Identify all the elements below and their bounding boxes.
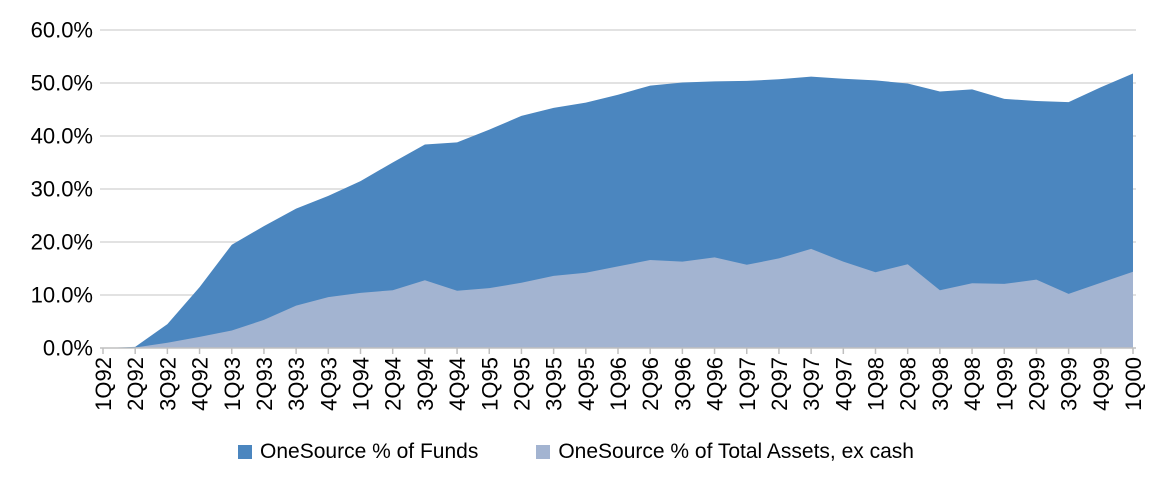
x-axis-label: 4Q98 <box>960 357 985 411</box>
y-axis-label: 0.0% <box>43 336 93 361</box>
x-axis-label: 1Q99 <box>992 357 1017 411</box>
x-axis-label: 1Q95 <box>477 357 502 411</box>
x-axis-label: 1Q98 <box>864 357 889 411</box>
x-axis-label: 1Q93 <box>220 357 245 411</box>
x-axis-label: 4Q95 <box>574 357 599 411</box>
x-axis-label: 2Q97 <box>767 357 792 411</box>
y-axis-label: 60.0% <box>31 18 93 43</box>
y-axis-label: 20.0% <box>31 230 93 255</box>
legend-item-funds: OneSource % of Funds <box>238 440 478 464</box>
x-axis-label: 3Q95 <box>542 357 567 411</box>
x-axis-label: 2Q95 <box>509 357 534 411</box>
x-axis-label: 1Q00 <box>1121 357 1146 411</box>
legend-item-assets: OneSource % of Total Assets, ex cash <box>536 440 914 464</box>
legend-swatch-funds <box>238 445 253 459</box>
x-axis-label: 4Q93 <box>316 357 341 411</box>
x-axis-label: 4Q97 <box>831 357 856 411</box>
x-axis-label: 2Q96 <box>638 357 663 411</box>
x-axis-label: 2Q98 <box>896 357 921 411</box>
x-axis-label: 4Q94 <box>445 357 470 411</box>
x-axis-label: 4Q92 <box>188 357 213 411</box>
x-axis-label: 3Q99 <box>1057 357 1082 411</box>
chart-legend: OneSource % of Funds OneSource % of Tota… <box>0 440 1152 464</box>
x-axis-label: 3Q97 <box>799 357 824 411</box>
legend-label-assets: OneSource % of Total Assets, ex cash <box>558 440 914 463</box>
series-area-assets <box>103 248 1133 348</box>
x-axis-label: 2Q94 <box>381 357 406 411</box>
x-axis-label: 4Q96 <box>703 357 728 411</box>
x-axis-label: 1Q96 <box>606 357 631 411</box>
x-axis-label: 3Q93 <box>284 357 309 411</box>
x-axis-label: 3Q96 <box>670 357 695 411</box>
x-axis-label: 2Q93 <box>252 357 277 411</box>
x-axis-label: 3Q92 <box>155 357 180 411</box>
legend-label-funds: OneSource % of Funds <box>260 440 479 463</box>
x-axis-label: 3Q98 <box>928 357 953 411</box>
x-axis-label: 1Q97 <box>735 357 760 411</box>
y-axis-label: 10.0% <box>31 283 93 308</box>
x-axis-label: 4Q99 <box>1089 357 1114 411</box>
x-axis-label: 2Q99 <box>1024 357 1049 411</box>
x-axis-label: 2Q92 <box>123 357 148 411</box>
y-axis-label: 40.0% <box>31 124 93 149</box>
legend-swatch-assets <box>536 445 551 459</box>
x-axis-label: 3Q94 <box>413 357 438 411</box>
y-axis-label: 30.0% <box>31 177 93 202</box>
x-axis-label: 1Q94 <box>349 357 374 411</box>
x-axis-label: 1Q92 <box>91 357 116 411</box>
y-axis-label: 50.0% <box>31 71 93 96</box>
